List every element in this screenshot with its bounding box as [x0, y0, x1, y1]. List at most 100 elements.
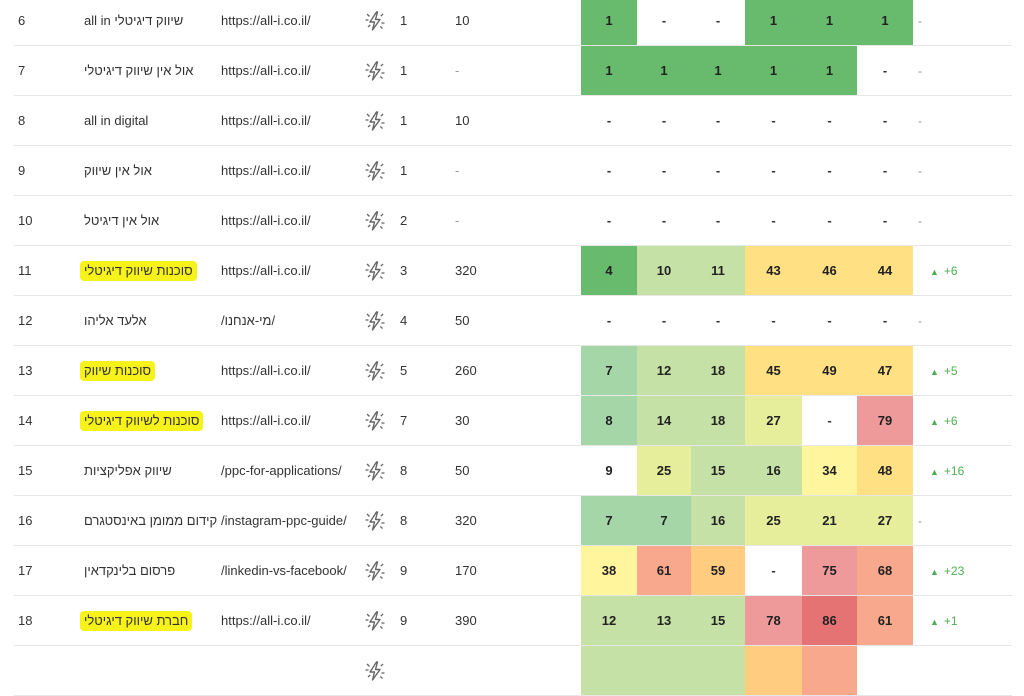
landing-url[interactable]: https://all-i.co.il/: [221, 163, 311, 178]
rank-history-cell: 1: [802, 0, 857, 46]
keyword-text: אול אין שיווק: [84, 163, 152, 178]
row-divider: [14, 645, 1012, 646]
rank-change: -: [918, 214, 922, 228]
keyword-cell[interactable]: שיווק אפליקציות: [84, 446, 172, 496]
rank-history-cell: 43: [745, 246, 802, 296]
lightning-sparkle-icon[interactable]: [364, 610, 386, 632]
keyword-text: סוכנות לשיווק דיגיטלי: [84, 413, 200, 428]
table-row[interactable]: 14 סוכנות לשיווק דיגיטלי https://all-i.co.…: [0, 396, 1024, 446]
rank-history-cell: 27: [857, 496, 913, 546]
triangle-up-icon: ▲: [930, 467, 939, 477]
table-row[interactable]: 12 אלעד אליהו/מי-אנחנו/4 50- - - - - - -: [0, 296, 1024, 346]
keyword-cell[interactable]: אול אין שיווק: [84, 146, 152, 196]
keyword-cell[interactable]: אלעד אליהו: [84, 296, 147, 346]
keyword-cell[interactable]: אול אין דיגיטל: [84, 196, 159, 246]
row-divider: [14, 45, 1012, 46]
rank-history-cell: [581, 646, 637, 696]
search-volume: 390: [455, 613, 477, 628]
landing-url[interactable]: https://all-i.co.il/: [221, 113, 311, 128]
rank-history-cell: 1: [691, 46, 745, 96]
rank-history-cell: 78: [745, 596, 802, 646]
position-value: 4: [400, 313, 408, 328]
landing-url[interactable]: https://all-i.co.il/: [221, 413, 311, 428]
table-row[interactable]: 18 חברת שיווק דיגיטלי https://all-i.co.il/…: [0, 596, 1024, 646]
row-number: 7: [18, 63, 26, 78]
rank-history-cell: [745, 646, 802, 696]
landing-url[interactable]: https://all-i.co.il/: [221, 13, 311, 28]
keyword-text: סוכנות שיווק דיגיטלי: [84, 263, 193, 278]
row-divider: [14, 195, 1012, 196]
keyword-cell[interactable]: חברת שיווק דיגיטלי: [80, 596, 193, 646]
table-row[interactable]: 7 אול אין שיווק דיגיטלי https://all-i.co.i…: [0, 46, 1024, 96]
table-row[interactable]: 10 אול אין דיגיטל https://all-i.co.il/2- - -…: [0, 196, 1024, 246]
landing-url[interactable]: /linkedin-vs-facebook/: [221, 563, 347, 578]
table-row[interactable]: 17 פרסום בלינקדאין/linkedin-vs-facebook/9…: [0, 546, 1024, 596]
rank-history-cell: -: [802, 196, 857, 246]
rank-history-cell: 1: [745, 46, 802, 96]
search-volume: 320: [455, 513, 477, 528]
rank-history-cell: 1: [745, 0, 802, 46]
lightning-sparkle-icon[interactable]: [364, 660, 386, 682]
landing-url[interactable]: https://all-i.co.il/: [221, 263, 311, 278]
keyword-text: all in digital: [84, 113, 149, 128]
landing-url[interactable]: /ppc-for-applications/: [221, 463, 342, 478]
rank-history-cell: -: [745, 296, 802, 346]
table-row[interactable]: 9 אול אין שיווק https://all-i.co.il/1- - - - -…: [0, 146, 1024, 196]
rank-change: -: [918, 114, 922, 128]
rank-change: ▲ +5: [930, 346, 958, 396]
table-row[interactable]: 8 all in digital https://all-i.co.il/1 10- -…: [0, 96, 1024, 146]
keyword-cell[interactable]: all in digital: [84, 96, 148, 146]
keyword-cell[interactable]: סוכנות שיווק דיגיטלי: [80, 246, 197, 296]
lightning-sparkle-icon[interactable]: [364, 310, 386, 332]
table-row[interactable]: 11 סוכנות שיווק דיגיטלי https://all-i.co.i…: [0, 246, 1024, 296]
landing-url[interactable]: https://all-i.co.il/: [221, 363, 311, 378]
keyword-cell[interactable]: סוכנות שיווק: [80, 346, 156, 396]
position-value: 2: [400, 213, 408, 228]
table-row[interactable]: 16 קידום ממומן באינסטגרם/instagram-ppc-gu…: [0, 496, 1024, 546]
lightning-sparkle-icon[interactable]: [364, 60, 386, 82]
rank-history-cell: [637, 646, 691, 696]
lightning-sparkle-icon[interactable]: [364, 160, 386, 182]
table-row[interactable]: 15 שיווק אפליקציות/ppc-for-applications/8…: [0, 446, 1024, 496]
rank-history-cell: [691, 646, 745, 696]
rank-history-cell: 27: [745, 396, 802, 446]
rank-history-cell: 9: [581, 446, 637, 496]
lightning-sparkle-icon[interactable]: [364, 360, 386, 382]
lightning-sparkle-icon[interactable]: [364, 560, 386, 582]
landing-url[interactable]: https://all-i.co.il/: [221, 613, 311, 628]
keyword-cell[interactable]: סוכנות לשיווק דיגיטלי: [80, 396, 204, 446]
rank-change-value: +6: [943, 264, 958, 278]
rank-history-cell: -: [745, 546, 802, 596]
rank-change: -: [918, 14, 922, 28]
landing-url[interactable]: https://all-i.co.il/: [221, 213, 311, 228]
lightning-sparkle-icon[interactable]: [364, 110, 386, 132]
keyword-cell[interactable]: שיווק דיגיטלי all in: [84, 0, 183, 46]
rank-history-cell: 16: [745, 446, 802, 496]
row-divider: [14, 495, 1012, 496]
table-row[interactable]: 13 סוכנות שיווק https://all-i.co.il/5 260 7 1…: [0, 346, 1024, 396]
keyword-cell[interactable]: קידום ממומן באינסטגרם: [84, 496, 217, 546]
landing-url[interactable]: /instagram-ppc-guide/: [221, 513, 347, 528]
lightning-sparkle-icon[interactable]: [364, 210, 386, 232]
position-value: 1: [400, 163, 408, 178]
lightning-sparkle-icon[interactable]: [364, 460, 386, 482]
keyword-cell[interactable]: פרסום בלינקדאין: [84, 546, 175, 596]
row-divider: [14, 345, 1012, 346]
rank-history-cell: -: [637, 196, 691, 246]
search-volume: 30: [455, 413, 470, 428]
rank-history-cell: -: [581, 146, 637, 196]
search-volume: 260: [455, 363, 477, 378]
lightning-sparkle-icon[interactable]: [364, 260, 386, 282]
table-row[interactable]: [0, 646, 1024, 696]
lightning-sparkle-icon[interactable]: [364, 10, 386, 32]
keyword-cell[interactable]: אול אין שיווק דיגיטלי: [84, 46, 193, 96]
landing-url[interactable]: https://all-i.co.il/: [221, 63, 311, 78]
lightning-sparkle-icon[interactable]: [364, 410, 386, 432]
rank-history-cell: -: [691, 96, 745, 146]
table-row[interactable]: 6 שיווק דיגיטלי all in https://all-i.co.il…: [0, 0, 1024, 46]
rank-history-cell: 1: [637, 46, 691, 96]
rank-change-value: +6: [943, 414, 958, 428]
landing-url[interactable]: /מי-אנחנו/: [221, 313, 276, 328]
lightning-sparkle-icon[interactable]: [364, 510, 386, 532]
rank-history-cell: 59: [691, 546, 745, 596]
